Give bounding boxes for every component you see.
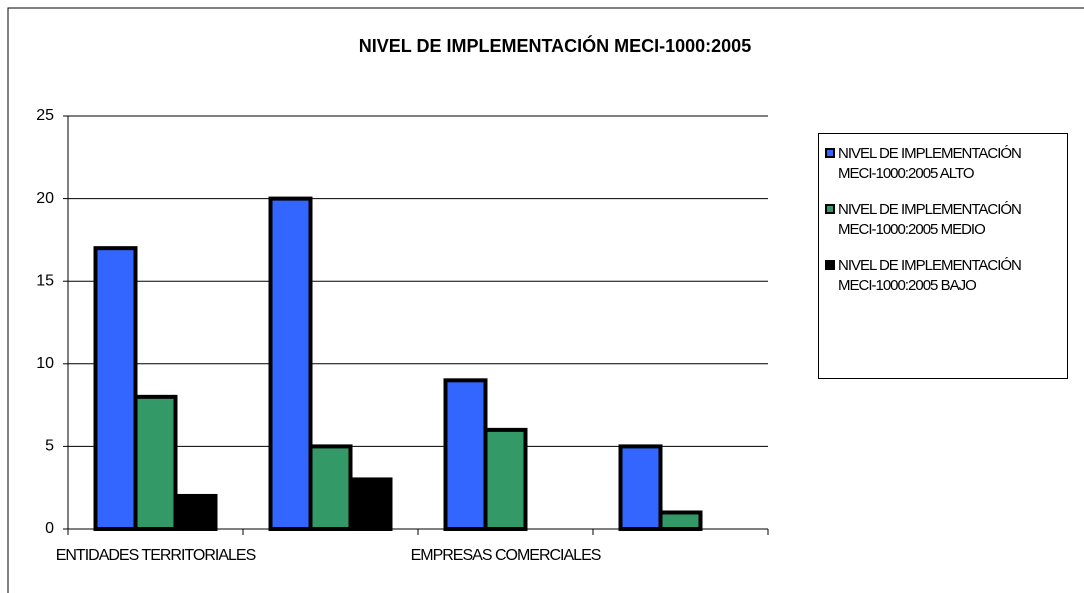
y-tick-label: 5 (45, 438, 54, 455)
bar (93, 246, 138, 531)
legend-label: NIVEL DE IMPLEMENTACIÓN MECI-1000:2005 A… (838, 145, 1022, 182)
chart-frame (7, 7, 1084, 593)
legend-swatch (825, 204, 835, 214)
legend-item: NIVEL DE IMPLEMENTACIÓN MECI-1000:2005 M… (825, 200, 1059, 240)
bar (308, 444, 353, 531)
bar (658, 510, 703, 531)
bar (133, 394, 178, 531)
bar (268, 196, 313, 531)
legend-item: NIVEL DE IMPLEMENTACIÓN MECI-1000:2005 B… (825, 256, 1059, 296)
y-tick-label: 0 (45, 520, 54, 537)
legend-label: NIVEL DE IMPLEMENTACIÓN MECI-1000:2005 B… (838, 257, 1022, 294)
legend-item: NIVEL DE IMPLEMENTACIÓN MECI-1000:2005 A… (825, 144, 1059, 184)
y-tick-label: 10 (36, 355, 54, 372)
legend-label: NIVEL DE IMPLEMENTACIÓN MECI-1000:2005 M… (838, 201, 1022, 238)
x-tick-label: EMPRESAS COMERCIALES (411, 547, 601, 564)
bar (483, 427, 528, 532)
bar (348, 477, 393, 532)
bar (443, 378, 488, 531)
legend-swatch (825, 148, 835, 158)
bar (618, 444, 663, 531)
x-tick-label: ENTIDADES TERRITORIALES (56, 547, 256, 564)
y-tick-label: 15 (36, 272, 54, 289)
legend: NIVEL DE IMPLEMENTACIÓN MECI-1000:2005 A… (818, 133, 1068, 379)
bar (173, 493, 218, 531)
y-tick-label: 20 (36, 190, 54, 207)
chart-title: NIVEL DE IMPLEMENTACIÓN MECI-1000:2005 (359, 35, 751, 56)
legend-swatch (825, 260, 835, 270)
y-tick-label: 25 (36, 107, 54, 124)
